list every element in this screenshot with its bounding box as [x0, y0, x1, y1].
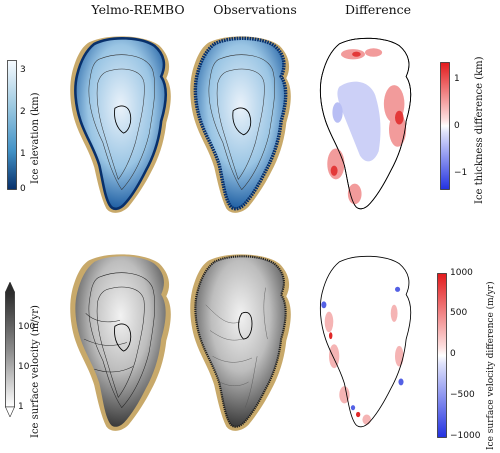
map-thickness-difference [305, 20, 425, 235]
velocity-colorbar-label: Ice surface velocity (m/yr) [30, 305, 41, 438]
thickness-diff-colorbar [440, 62, 450, 190]
veldiff-tick-0: 0 [450, 349, 456, 359]
map-observed-velocity [180, 238, 300, 453]
thickness-diff-colorbar-label: Ice thickness difference (km) [474, 56, 485, 204]
map-observed-elevation [180, 20, 300, 235]
velocity-colorbar [5, 282, 15, 417]
title-yelmo-rembo: Yelmo-REMBO [91, 2, 185, 17]
map-model-velocity [60, 238, 180, 453]
veldiff-tick-1000: 1000 [450, 268, 473, 278]
map-velocity-difference [305, 238, 425, 453]
elevation-colorbar [7, 60, 17, 190]
title-observations: Observations [213, 2, 297, 17]
elevation-colorbar-label: Ice elevation (km) [30, 92, 41, 185]
thickness-tick-neg1: −1 [454, 168, 468, 178]
thickness-tick-pos1: 1 [454, 74, 460, 84]
elevation-tick-1: 1 [20, 149, 26, 159]
veldiff-tick-500: 500 [450, 308, 468, 318]
title-difference: Difference [344, 2, 412, 17]
elevation-tick-2: 2 [20, 107, 26, 117]
veldiff-tick-neg1000: −1000 [450, 431, 481, 441]
velocity-diff-colorbar-label: Ice surface velocity difference (m/yr) [486, 281, 496, 450]
velocity-tick-100: 100 [18, 322, 36, 332]
velocity-diff-colorbar [437, 273, 447, 438]
elevation-tick-3: 3 [20, 65, 26, 75]
velocity-tick-1: 1 [18, 402, 24, 412]
map-model-elevation [60, 20, 180, 235]
thickness-tick-0: 0 [454, 121, 460, 131]
veldiff-tick-neg500: −500 [450, 390, 475, 400]
elevation-tick-0: 0 [20, 184, 26, 194]
velocity-tick-10: 10 [18, 362, 30, 372]
